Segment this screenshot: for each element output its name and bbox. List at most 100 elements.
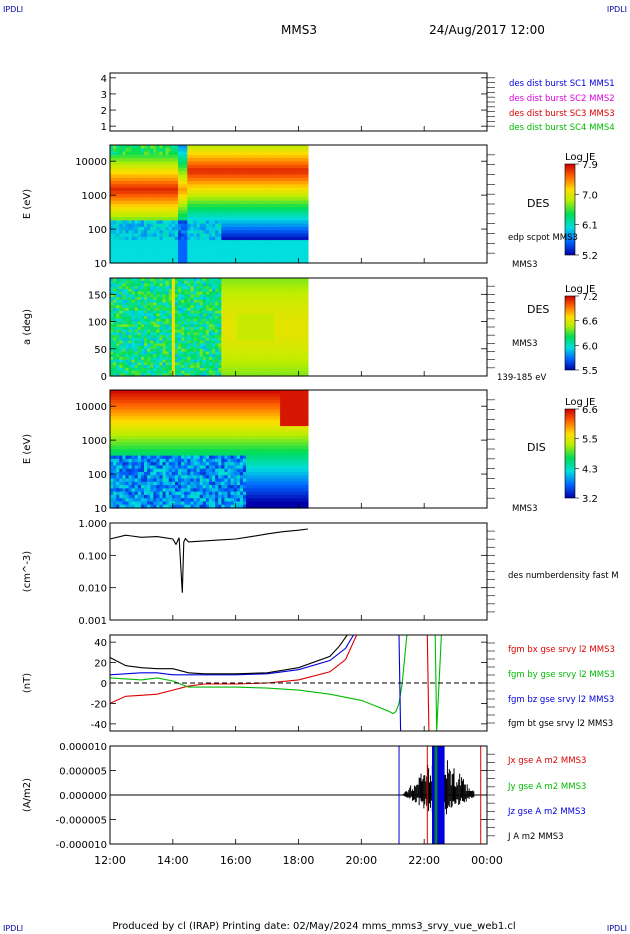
panel2-heatmap-cell	[227, 194, 232, 199]
panel3-heatmap-cell	[277, 370, 281, 374]
panel1-ytick-label: 1	[101, 122, 107, 133]
panel3-heatmap-cell	[168, 299, 173, 304]
panel3-heatmap-cell	[174, 302, 179, 306]
panel2-heatmap-cell	[125, 187, 130, 192]
panel2-heatmap-cell	[131, 161, 136, 166]
panel2-heatmap-cell	[125, 236, 130, 241]
panel2-heatmap-cell	[199, 154, 204, 159]
panel2-heatmap-cell	[249, 161, 253, 166]
panel3-heatmap-cell	[153, 329, 157, 334]
panel2-heatmap-cell	[208, 151, 213, 156]
panel2-heatmap-cell	[162, 217, 167, 221]
panel3-heatmap-cell	[137, 286, 142, 290]
panel3-heatmap-cell	[205, 318, 210, 323]
panel3-heatmap-cell	[208, 356, 213, 361]
panel3-heatmap-cell	[292, 313, 297, 317]
panel3-heatmap-cell	[264, 365, 269, 369]
panel3-heatmap-cell	[277, 346, 281, 350]
panel3-heatmap-cell	[134, 329, 139, 334]
panel2-heatmap-cell	[286, 167, 290, 172]
panel3-heatmap-cell	[178, 346, 182, 350]
panel3-heatmap-cell	[187, 370, 191, 374]
panel2-heatmap-cell	[147, 256, 151, 261]
panel3-heatmap-cell	[190, 373, 195, 377]
panel2-heatmap-cell	[202, 167, 207, 172]
panel3-heatmap-cell	[125, 354, 130, 358]
panel3-heatmap-cell	[233, 348, 238, 353]
panel3-heatmap-cell	[159, 356, 164, 361]
panel2-heatmap-cell	[134, 233, 139, 238]
panel3-heatmap-cell	[174, 359, 179, 363]
panel2-heatmap-cell	[236, 259, 241, 264]
panel2-heatmap-cell	[153, 187, 157, 192]
panel2-heatmap-cell	[286, 148, 290, 153]
panel3-heatmap-cell	[215, 370, 219, 374]
panel3-heatmap-cell	[140, 299, 145, 304]
panel3-heatmap-cell	[113, 373, 117, 377]
panel3-heatmap-cell	[280, 332, 284, 336]
panel2-heatmap-cell	[113, 210, 117, 215]
panel3-heatmap-cell	[283, 288, 287, 293]
panel2-heatmap-cell	[110, 151, 114, 156]
panel2-heatmap-cell	[301, 249, 306, 254]
panel3-heatmap-cell	[261, 294, 266, 298]
panel2-heatmap-cell	[292, 204, 297, 208]
panel2-heatmap-cell	[137, 200, 142, 205]
panel3-heatmap-cell	[298, 307, 303, 312]
panel2-heatmap-cell	[304, 164, 309, 169]
panel3-heatmap-cell	[273, 343, 278, 347]
panel3-heatmap-cell	[147, 283, 151, 287]
panel2-heatmap-cell	[286, 187, 290, 192]
panel2-heatmap-cell	[168, 249, 173, 254]
panel2-heatmap-cell	[190, 151, 195, 156]
panel3-heatmap-cell	[255, 302, 260, 306]
panel2-heatmap-cell	[242, 236, 247, 241]
panel2-heatmap-cell	[295, 207, 300, 212]
panel2-heatmap-cell	[280, 167, 284, 172]
panel2-heatmap-cell	[119, 249, 123, 254]
panel3-heatmap-cell	[280, 302, 284, 306]
panel3-heatmap-cell	[301, 280, 306, 285]
panel2-heatmap-cell	[140, 158, 145, 162]
panel2-heatmap-cell	[270, 158, 275, 162]
panel2-heatmap-cell	[131, 210, 136, 215]
panel2-heatmap-cell	[131, 171, 136, 176]
panel3-heatmap-cell	[134, 332, 139, 336]
panel2-heatmap-cell	[202, 207, 207, 212]
panel2-heatmap-cell	[113, 177, 117, 182]
panel2-heatmap-cell	[140, 226, 145, 231]
panel2-heatmap-cell	[208, 256, 213, 261]
panel2-heatmap-cell	[212, 164, 216, 169]
panel2-heatmap-cell	[212, 207, 216, 212]
panel3-heatmap-cell	[174, 305, 179, 309]
panel4-heatmap-cell	[113, 419, 117, 424]
panel3-heatmap-cell	[267, 291, 272, 295]
panel2-heatmap-cell	[270, 167, 275, 172]
panel3-heatmap-cell	[202, 359, 207, 363]
panel2-heatmap-cell	[264, 200, 269, 205]
panel2-heatmap-cell	[208, 230, 213, 235]
panel2-heatmap-cell	[242, 154, 247, 159]
panel3-heatmap-cell	[116, 324, 120, 328]
panel2-heatmap-cell	[128, 200, 133, 205]
panel3-heatmap-cell	[246, 370, 250, 374]
panel2-heatmap-cell	[255, 171, 260, 176]
panel3-heatmap-cell	[159, 348, 164, 353]
panel2-heatmap-cell	[119, 230, 123, 235]
panel2-heatmap-cell	[205, 164, 210, 169]
panel3-heatmap-cell	[184, 373, 188, 377]
panel3-heatmap-cell	[178, 343, 182, 347]
panel3-heatmap-cell	[171, 283, 176, 287]
panel2-heatmap-cell	[277, 236, 281, 241]
panel2-heatmap-cell	[128, 167, 133, 172]
panel3-heatmap-cell	[134, 343, 139, 347]
panel2-heatmap-cell	[159, 177, 164, 182]
panel2-heatmap-cell	[113, 207, 117, 212]
panel3-heatmap-cell	[116, 280, 120, 285]
panel3-heatmap-cell	[301, 370, 306, 374]
panel3-heatmap-cell	[277, 310, 281, 314]
panel3-heatmap-cell	[113, 321, 117, 325]
panel2-heatmap-cell	[178, 243, 182, 248]
panel3-heatmap-cell	[301, 346, 306, 350]
panel3-heatmap-cell	[230, 359, 235, 363]
